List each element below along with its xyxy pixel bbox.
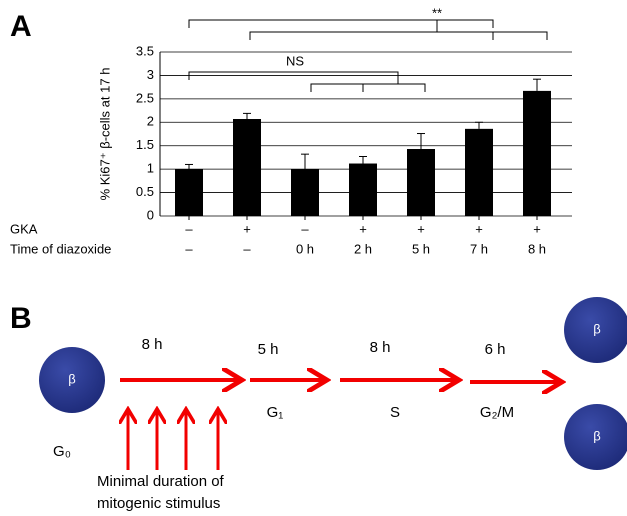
phase: S — [390, 404, 400, 421]
phase: G₂/M — [480, 404, 514, 421]
duration: 8 h — [142, 336, 163, 353]
y-tick-label: 1.5 — [136, 137, 154, 152]
row-value: – — [185, 221, 193, 236]
cell-label: β — [593, 321, 600, 336]
y-tick-label: 3 — [147, 67, 154, 82]
row-value: 5 h — [412, 241, 430, 256]
stimulus-text: mitogenic stimulus — [97, 495, 220, 512]
stimulus-text: Minimal duration of — [97, 473, 225, 490]
row-value: – — [301, 221, 309, 236]
y-tick-label: 2.5 — [136, 90, 154, 105]
y-tick-label: 0.5 — [136, 184, 154, 199]
row-value: 0 h — [296, 241, 314, 256]
bar — [291, 169, 319, 216]
y-tick-label: 2 — [147, 114, 154, 129]
row-value: 8 h — [528, 241, 546, 256]
row-value: + — [475, 221, 483, 236]
significance-brackets — [188, 19, 548, 92]
row-value: + — [417, 221, 425, 236]
row-label: Time of diazoxide — [10, 241, 111, 256]
row-value: + — [243, 221, 251, 236]
annotation: ** — [432, 5, 442, 20]
cell-label: β — [68, 371, 75, 386]
row-value: + — [359, 221, 367, 236]
row-value: – — [185, 241, 193, 256]
bar — [523, 90, 551, 216]
cell — [564, 404, 627, 470]
arrows — [120, 380, 558, 382]
annotation: NS — [286, 53, 304, 68]
row-label: GKA — [10, 221, 38, 236]
stimulus-arrows — [128, 412, 218, 470]
row-value: 7 h — [470, 241, 488, 256]
row-value: – — [243, 241, 251, 256]
bar — [349, 163, 377, 216]
panel-label: B — [10, 302, 32, 335]
y-axis-title: % Ki67⁺ β-cells at 17 h — [97, 68, 112, 201]
bar — [407, 148, 435, 216]
duration: 5 h — [258, 341, 279, 358]
cell-label: β — [593, 428, 600, 443]
panel-label: A — [10, 10, 32, 43]
y-tick-label: 1 — [147, 161, 154, 176]
phase: G₁ — [267, 404, 284, 421]
bar — [175, 169, 203, 216]
row-value: 2 h — [354, 241, 372, 256]
cell — [39, 347, 105, 413]
bar — [465, 128, 493, 216]
row-value: + — [533, 221, 541, 236]
duration: 8 h — [370, 339, 391, 356]
phase: G₀ — [53, 443, 71, 460]
y-tick-label: 3.5 — [136, 43, 154, 58]
y-tick-label: 0 — [147, 207, 154, 222]
cell — [564, 297, 627, 363]
bar — [233, 119, 261, 216]
duration: 6 h — [485, 341, 506, 358]
